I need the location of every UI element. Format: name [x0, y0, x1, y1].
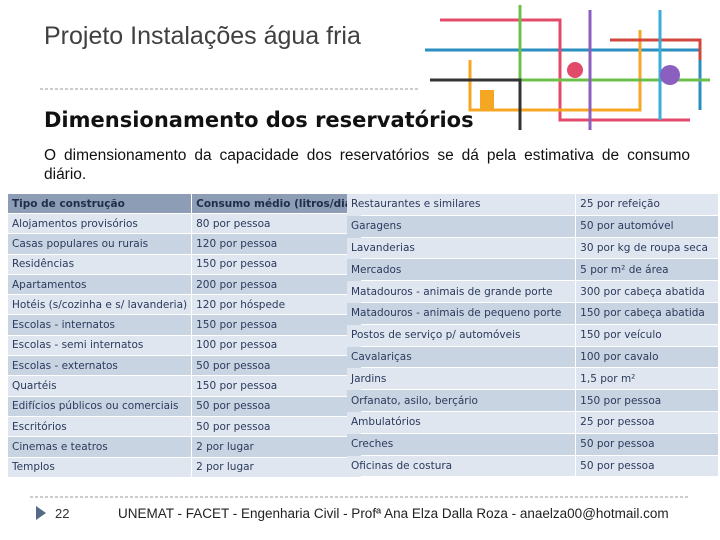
cell: 120 por hóspede: [192, 295, 361, 315]
cell: Cinemas e teatros: [8, 437, 192, 457]
row: Ambulatórios 25 por pessoa: [347, 411, 718, 433]
cell: 50 por pessoa: [192, 416, 361, 437]
cell: Quartéis: [8, 376, 192, 396]
cell: Escolas - externatos: [8, 356, 192, 376]
cell: 80 por pessoa: [192, 214, 361, 234]
header-cell: Consumo médio (litros/dia): [192, 194, 361, 213]
row: Escolas - semi internatos 100 por pessoa: [8, 335, 361, 356]
cell: 50 por pessoa: [576, 455, 718, 477]
cell: Creches: [347, 433, 576, 455]
cell: 25 por refeição: [576, 194, 718, 215]
row: Escolas - externatos 50 por pessoa: [8, 356, 361, 376]
cell: 50 por automóvel: [576, 215, 718, 237]
cell: Escolas - semi internatos: [8, 335, 192, 356]
cell: Escritórios: [8, 416, 192, 437]
row: Alojamentos provisórios 80 por pessoa: [8, 214, 361, 234]
cell: 50 por pessoa: [576, 433, 718, 455]
cell: 150 por pessoa: [192, 315, 361, 335]
cell: Ambulatórios: [347, 411, 576, 433]
cell: 200 por pessoa: [192, 274, 361, 295]
cell: 50 por pessoa: [192, 356, 361, 376]
cell: Oficinas de costura: [347, 455, 576, 477]
cell: 150 por pessoa: [576, 390, 718, 411]
row: Edifícios públicos ou comerciais 50 por p…: [8, 396, 361, 416]
cell: 30 por kg de roupa seca: [576, 237, 718, 259]
row: Matadouros - animais de pequeno porte 150…: [347, 302, 718, 324]
paragraph: O dimensionamento da capacidade dos rese…: [44, 147, 690, 183]
row: Oficinas de costura 50 por pessoa: [347, 455, 718, 477]
row: Casas populares ou rurais 120 por pessoa: [8, 234, 361, 254]
cell: Escolas - internatos: [8, 315, 192, 335]
row: Escolas - internatos 150 por pessoa: [8, 315, 361, 335]
row: Apartamentos 200 por pessoa: [8, 274, 361, 295]
cell: 150 por pessoa: [192, 376, 361, 396]
row: Postos de serviço p/ automóveis 150 por v…: [347, 324, 718, 346]
cell: 150 por cabeça abatida: [576, 302, 718, 324]
row: Quartéis 150 por pessoa: [8, 376, 361, 396]
cell: Cavalariças: [347, 346, 576, 368]
row: Mercados 5 por m² de área: [347, 259, 718, 281]
cell: Garagens: [347, 215, 576, 237]
row: Garagens 50 por automóvel: [347, 215, 718, 237]
header-row: Tipo de construção Consumo médio (litros/…: [8, 194, 361, 213]
row: Residências 150 por pessoa: [8, 254, 361, 274]
row: Jardins 1,5 por m²: [347, 368, 718, 390]
cell: 120 por pessoa: [192, 234, 361, 254]
row: Matadouros - animais de grande porte 300 …: [347, 281, 718, 302]
cell: Apartamentos: [8, 274, 192, 295]
cell: Lavanderias: [347, 237, 576, 259]
header-cell: Tipo de construção: [8, 194, 192, 213]
cell: Alojamentos provisórios: [8, 214, 192, 234]
cell: 100 por pessoa: [192, 335, 361, 356]
cell: 5 por m² de área: [576, 259, 718, 281]
row: Creches 50 por pessoa: [347, 433, 718, 455]
cell: Postos de serviço p/ automóveis: [347, 324, 576, 346]
subtitle: Dimensionamento dos reservatórios: [44, 108, 474, 132]
row: Cavalariças 100 por cavalo: [347, 346, 718, 368]
cell: Residências: [8, 254, 192, 274]
cell: 150 por veículo: [576, 324, 718, 346]
cell: Templos: [8, 457, 192, 477]
cell: Orfanato, asilo, berçário: [347, 390, 576, 411]
row: Templos 2 por lugar: [8, 457, 361, 477]
row: Lavanderias 30 por kg de roupa seca: [347, 237, 718, 259]
cell: 300 por cabeça abatida: [576, 281, 718, 302]
cell: Edifícios públicos ou comerciais: [8, 396, 192, 416]
cell: Jardins: [347, 368, 576, 390]
table-left: Tipo de construção Consumo médio (litros/…: [7, 193, 362, 478]
row: Orfanato, asilo, berçário 150 por pessoa: [347, 390, 718, 411]
row: Restaurantes e similares 25 por refeição: [347, 194, 718, 215]
cell: Casas populares ou rurais: [8, 234, 192, 254]
cell: 1,5 por m²: [576, 368, 718, 390]
row: Hotéis (s/cozinha e s/ lavanderia) 120 po…: [8, 295, 361, 315]
cell: 25 por pessoa: [576, 411, 718, 433]
cell: 150 por pessoa: [192, 254, 361, 274]
page-number: 22: [55, 506, 70, 521]
cell: 2 por lugar: [192, 437, 361, 457]
row: Cinemas e teatros 2 por lugar: [8, 437, 361, 457]
cell: Hotéis (s/cozinha e s/ lavanderia): [8, 295, 192, 315]
cell: 50 por pessoa: [192, 396, 361, 416]
row: Escritórios 50 por pessoa: [8, 416, 361, 437]
table-right: Restaurantes e similares 25 por refeição G…: [346, 193, 719, 477]
cell: Matadouros - animais de pequeno porte: [347, 302, 576, 324]
cell: Mercados: [347, 259, 576, 281]
cell: Restaurantes e similares: [347, 194, 576, 215]
cell: 100 por cavalo: [576, 346, 718, 368]
cell: 2 por lugar: [192, 457, 361, 477]
footer-text: UNEMAT - FACET - Engenharia Civil - Prof…: [118, 506, 669, 521]
cell: Matadouros - animais de grande porte: [347, 281, 576, 302]
title: Projeto Instalações água fria: [44, 22, 361, 50]
